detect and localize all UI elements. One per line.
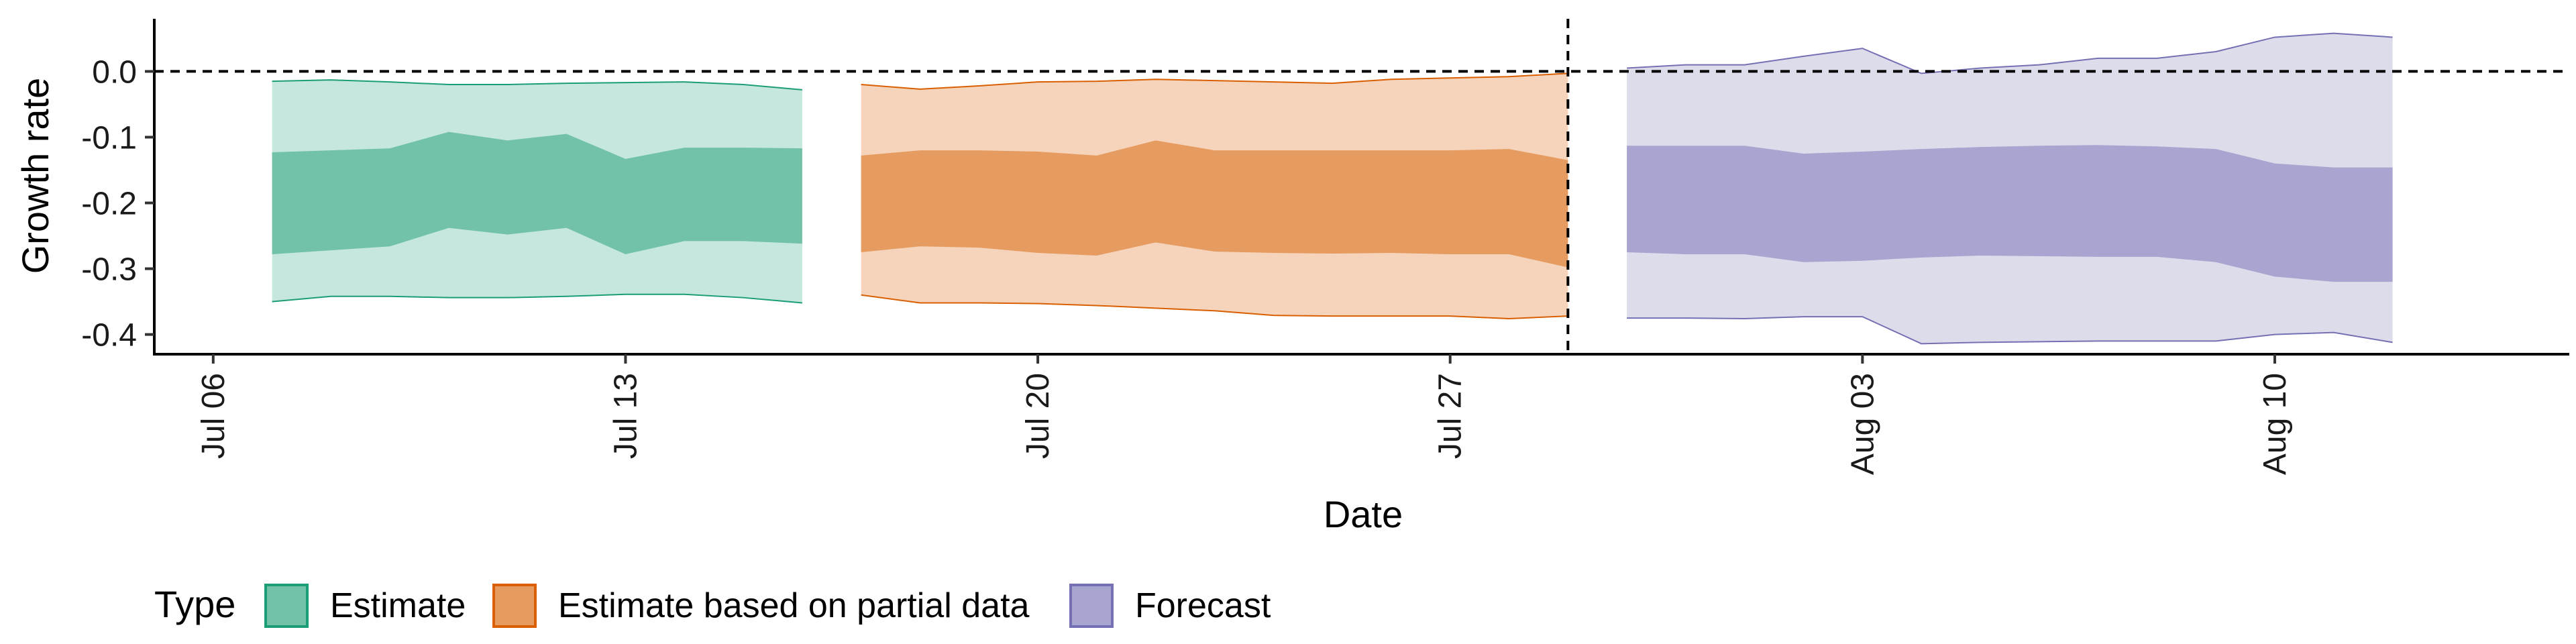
x-tick-label: Jul 20 (1020, 373, 1056, 459)
band-90-upper-line-forecast (1627, 32, 2393, 74)
legend-label-forecast: Forecast (1135, 586, 1271, 625)
band-50-estimate-based-on-partial-data (861, 140, 1568, 268)
band-50-estimate (272, 131, 802, 254)
legend-items: Estimate Estimate based on partial data Fo… (264, 584, 1271, 628)
axes: 0.0 -0.1 -0.2 -0.3 -0.4 Jul 06 Jul 13 Jul 20 Jul… (81, 19, 2569, 475)
band-90-upper-line-estimate (272, 79, 802, 91)
band-90-upper-line-estimate-based-on-partial-data (861, 72, 1568, 90)
legend-label-estimate-based-on-partial-data: Estimate based on partial data (558, 586, 1030, 625)
x-tick-label: Jul 06 (196, 373, 231, 459)
y-tick-label: 0.0 (92, 54, 137, 90)
reference-lines (154, 19, 2569, 354)
band-90-lower-line-estimate-based-on-partial-data (861, 294, 1568, 320)
x-tick-label: Aug 03 (1845, 373, 1880, 475)
legend-key-estimate-based-on-partial-data (492, 584, 537, 628)
x-tick-label: Jul 13 (608, 373, 643, 459)
series-bands (272, 32, 2393, 345)
x-tick-label: Aug 10 (2257, 373, 2293, 475)
band-90-lower-line-estimate (272, 293, 802, 304)
y-tick-label: -0.4 (81, 318, 137, 354)
band-90-lower-line-forecast (1627, 316, 2393, 345)
y-tick-label: -0.3 (81, 252, 137, 288)
y-tick-label: -0.2 (81, 186, 137, 222)
legend-key-forecast (1069, 584, 1114, 628)
legend-label-estimate: Estimate (330, 586, 466, 625)
band-50-forecast (1627, 145, 2393, 282)
y-tick-label: -0.1 (81, 120, 137, 156)
legend-key-estimate (264, 584, 309, 628)
legend-title: Type (154, 583, 235, 625)
x-axis-title: Date (1324, 493, 1403, 535)
x-tick-label: Jul 27 (1433, 373, 1468, 459)
y-axis-title: Growth rate (14, 78, 56, 274)
legend: Type Estimate Estimate based on partial d… (154, 583, 1271, 628)
